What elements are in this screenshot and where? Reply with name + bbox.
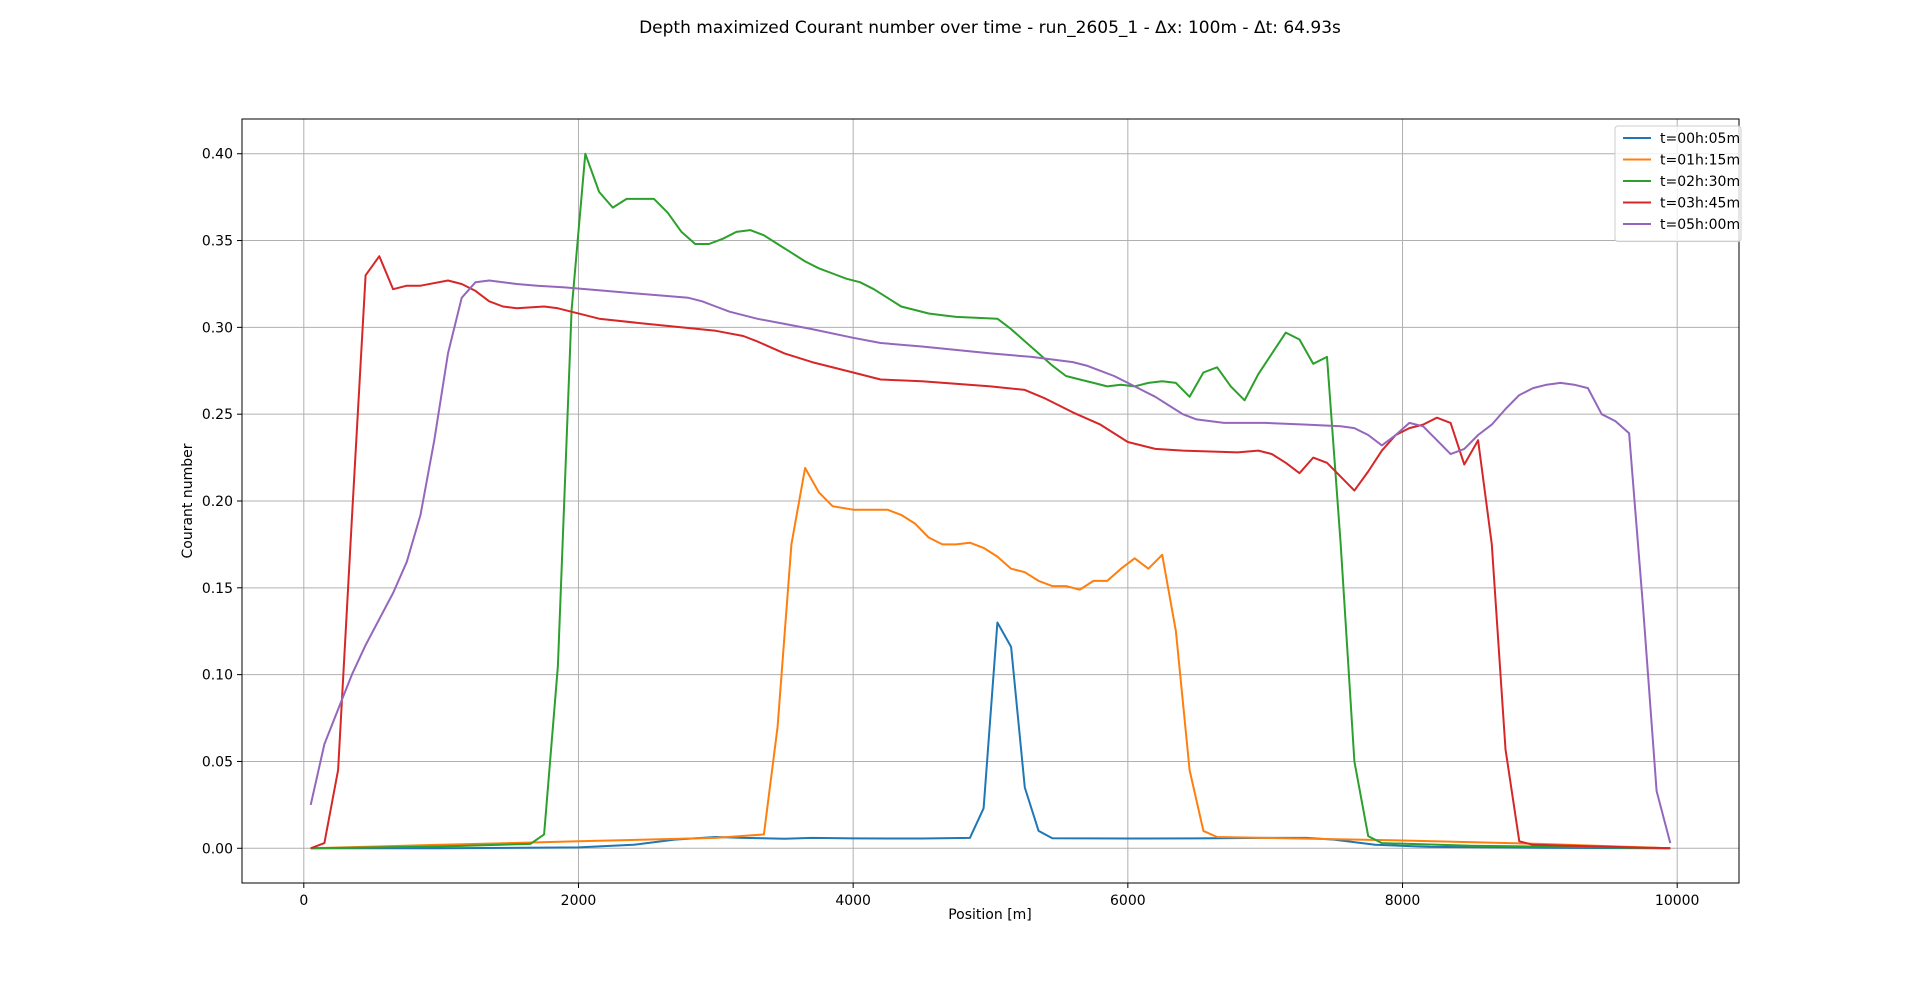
x-tick-label: 8000 [1385,893,1421,909]
x-tick-label: 6000 [1110,893,1146,909]
y-tick-label: 0.25 [202,407,233,423]
y-tick-label: 0.00 [202,841,233,857]
chart-title: Depth maximized Courant number over time… [639,18,1341,38]
series-line-4 [310,255,1671,850]
x-axis-label: Position [m] [948,907,1032,923]
x-tick-label: 4000 [835,893,871,909]
series-line-5 [309,279,1672,844]
x-tick-label: 10000 [1655,893,1700,909]
y-tick-label: 0.10 [202,668,233,684]
y-tick-label: 0.15 [202,581,233,597]
legend-label: t=05h:00m [1660,217,1740,233]
y-tick-label: 0.35 [202,234,233,250]
legend-box [1614,125,1742,242]
y-tick-label: 0.20 [202,494,233,510]
axis-ticks: 0 2000 4000 6000 8000 10000 0.00 0.05 0.10 0.15 0.… [202,147,1700,909]
legend-label: t=01h:15m [1660,153,1740,169]
series-line-3 [310,152,1671,850]
y-axis-label: Courant number [180,443,196,558]
x-tick-label: 2000 [561,893,597,909]
legend-label: t=03h:45m [1660,196,1740,212]
y-tick-label: 0.30 [202,320,233,336]
series-line-2 [310,467,1671,850]
legend: t=00h:05m t=01h:15m t=02h:30m t=03h:45m t=05… [1614,125,1742,242]
x-tick-label: 0 [299,893,308,909]
series-layer [309,152,1672,850]
y-tick-label: 0.05 [202,754,233,770]
legend-label: t=00h:05m [1660,131,1740,147]
legend-label: t=02h:30m [1660,174,1740,190]
y-tick-label: 0.40 [202,147,233,163]
